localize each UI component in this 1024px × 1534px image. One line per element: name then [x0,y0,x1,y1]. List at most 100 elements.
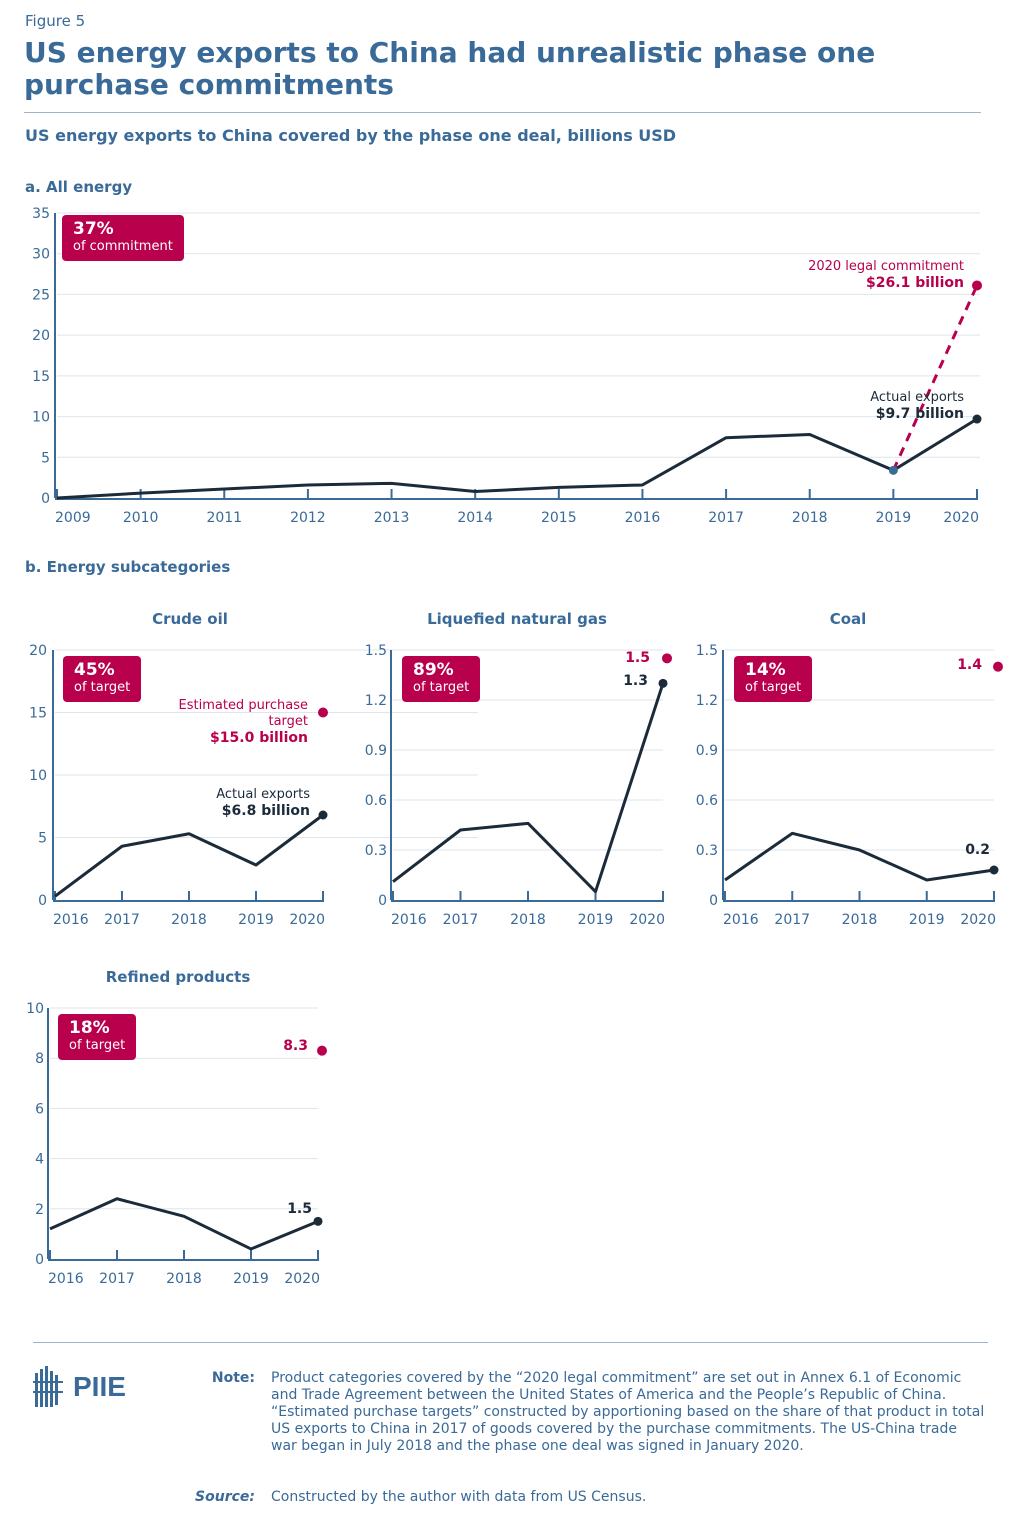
x-tick-label: 2019 [876,510,912,526]
badge-text: of target [69,1038,126,1053]
target-point [662,653,672,664]
actual-value: $9.7 billion [875,406,964,422]
actual-exports-point [313,1216,323,1226]
y-tick-label: 25 [32,287,50,303]
x-tick-label: 2020 [943,510,979,526]
y-tick-label: 1.2 [365,693,387,709]
panel-title-refined: Refined products [105,968,251,986]
actual-value-lng: 1.3 [623,673,648,689]
y-tick-label: 2 [35,1202,44,1218]
badge-percent: 37% [73,219,114,239]
x-tick-label: 2018 [510,912,546,928]
x-tick-label: 2014 [457,510,493,526]
y-tick-label: 1.5 [696,643,718,659]
note-text: Product categories covered by the “2020 … [271,1370,985,1454]
actual-exports-line [49,1197,319,1251]
y-tick-label: 20 [29,643,47,659]
y-tick-label: 0.3 [696,843,718,859]
actual-exports-line [56,417,978,500]
figure-label: Figure 5 [25,12,86,30]
x-tick-label: 2019 [238,912,274,928]
section-b-label: b. Energy subcategories [25,558,231,576]
piie-logo: PIIE [33,1363,143,1413]
badge-percent: 14% [745,660,786,680]
actual-annotation: Actual exports $9.7 billion [870,390,964,422]
y-tick-label: 5 [38,831,47,847]
panel-title-lng: Liquefied natural gas [427,610,607,628]
start-point [888,465,898,475]
badge-text: of target [745,680,802,695]
actual-exports-line [724,831,995,882]
x-tick-label: 2019 [578,912,614,928]
x-tick-label: 2013 [374,510,410,526]
x-tick-label: 2020 [284,1271,320,1287]
y-tick-label: 6 [35,1101,44,1117]
x-tick-label: 2017 [774,912,810,928]
badge-text: of commitment [73,239,173,254]
x-tick-label: 2020 [629,912,665,928]
building-icon: PIIE [33,1366,126,1407]
x-tick-label: 2017 [104,912,140,928]
badge-percent: 18% [69,1018,110,1038]
x-tick-label: 2019 [909,912,945,928]
badge-text: of target [413,680,470,695]
badge-percent: 89% [413,660,454,680]
actual-exports-point [658,678,668,688]
target-point [318,707,328,718]
x-tick-label: 2018 [792,510,828,526]
chart-subtitle: US energy exports to China covered by th… [25,126,677,145]
y-tick-label: 20 [32,328,50,344]
target-value-lng: 1.5 [625,650,650,666]
y-tick-label: 8 [35,1051,44,1067]
y-tick-label: 1.5 [365,643,387,659]
badge-percent: 45% [74,660,115,680]
y-tick-label: 0.3 [365,843,387,859]
x-tick-label: 2016 [625,510,661,526]
note-label: Note: [211,1370,255,1386]
panel-title-coal: Coal [829,610,867,628]
actual-exports-line [54,813,324,898]
y-tick-label: 0 [35,1252,44,1268]
divider [33,1342,988,1343]
actual-annotation-crude: Actual exports $6.8 billion [216,787,310,819]
x-tick-label: 2017 [443,912,479,928]
target-point [993,661,1003,672]
target-value: $15.0 billion [210,730,308,746]
x-tick-label: 2018 [171,912,207,928]
x-tick-label: 2019 [233,1271,269,1287]
y-tick-label: 15 [32,369,50,385]
target-value-coal: 1.4 [957,657,982,673]
target-badge-refined: 18% of target [58,1014,137,1060]
x-tick-label: 2016 [391,912,427,928]
x-tick-label: 2016 [48,1271,84,1287]
source-label: Source: [195,1489,255,1505]
actual-value-refined: 1.5 [287,1201,312,1217]
commitment-dashed-line [891,284,979,471]
y-tick-label: 10 [26,1001,44,1017]
y-tick-label: 0.9 [696,743,718,759]
y-tick-label: 5 [41,450,50,466]
y-tick-label: 0.6 [365,793,387,809]
actual-value: $6.8 billion [221,803,310,819]
actual-exports-point [972,414,982,424]
y-tick-label: 35 [32,206,50,222]
commitment-label: 2020 legal commitment [808,259,964,274]
divider [24,112,981,113]
x-tick-label: 2017 [99,1271,135,1287]
y-tick-label: 30 [32,247,50,263]
x-tick-label: 2018 [842,912,878,928]
x-tick-label: 2011 [206,510,242,526]
target-label: Estimated purchase target [178,698,308,729]
target-badge-coal: 14% of target [734,656,813,702]
y-tick-label: 0.9 [365,743,387,759]
chart-title: US energy exports to China had unrealist… [24,36,876,101]
actual-exports-line [392,682,665,894]
y-tick-label: 0 [38,893,47,909]
y-tick-label: 15 [29,706,47,722]
x-tick-label: 2015 [541,510,577,526]
actual-value-coal: 0.2 [965,842,990,858]
actual-exports-point [318,810,328,820]
commitment-annotation: 2020 legal commitment $26.1 billion [808,259,964,291]
actual-label: Actual exports [216,787,310,802]
